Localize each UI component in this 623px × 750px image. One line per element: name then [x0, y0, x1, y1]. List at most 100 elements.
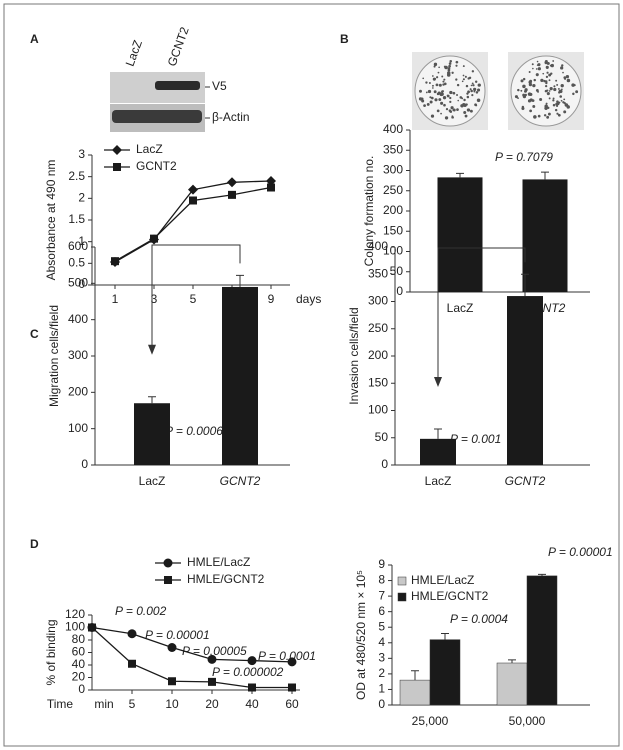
colony: [449, 59, 452, 63]
band-label: V5: [212, 79, 227, 93]
bar: [507, 296, 543, 465]
colony: [565, 74, 570, 79]
y-axis-label: Invasion cells/field: [347, 307, 361, 404]
colony: [549, 86, 553, 91]
colony: [452, 109, 455, 111]
y-tick-label: 300: [383, 163, 403, 177]
colony: [435, 83, 439, 87]
colony: [524, 93, 527, 97]
colony: [463, 98, 466, 102]
colony: [537, 63, 541, 67]
y-tick-label: 1.5: [68, 212, 85, 226]
point: [150, 234, 158, 243]
colony: [560, 66, 564, 70]
y-tick-label: 600: [68, 239, 88, 253]
colony: [440, 112, 442, 115]
band: [155, 81, 200, 90]
error-bar: [441, 632, 449, 640]
p-value: P = 0.002: [115, 604, 167, 618]
y-tick-label: 150: [383, 223, 403, 237]
colony: [552, 99, 555, 102]
point: [228, 190, 236, 199]
error-bar: [434, 428, 442, 439]
colony: [545, 80, 548, 83]
colony: [468, 76, 472, 80]
colony: [543, 114, 547, 117]
colony: [537, 114, 541, 118]
colony: [418, 97, 423, 101]
colony: [469, 88, 472, 91]
colony: [449, 96, 452, 100]
error-bar: [456, 172, 464, 178]
y-tick-label: 1: [378, 682, 385, 696]
colony: [448, 64, 451, 68]
colony: [430, 114, 435, 118]
colony: [461, 80, 464, 83]
colony: [429, 100, 433, 104]
y-tick-label: 2.5: [68, 169, 85, 183]
point: [207, 654, 217, 664]
colony: [532, 83, 536, 88]
colony: [535, 73, 539, 77]
colony: [433, 65, 436, 68]
colony: [470, 84, 473, 87]
arrow-head: [434, 377, 442, 388]
colony: [431, 75, 434, 77]
point: [287, 657, 297, 667]
colony: [546, 92, 550, 96]
colony: [430, 96, 434, 100]
y-tick-label: 150: [368, 375, 388, 389]
colony: [563, 76, 567, 79]
colony: [548, 73, 552, 77]
colony: [476, 98, 481, 103]
colony: [441, 90, 444, 93]
p-value: P = 0.0006: [165, 424, 223, 438]
colony: [470, 89, 473, 93]
colony: [426, 102, 430, 106]
colony: [537, 67, 541, 71]
y-tick-label: 2: [378, 666, 385, 680]
y-tick-label: 40: [72, 657, 86, 671]
colony: [461, 97, 464, 100]
colony: [556, 112, 559, 115]
y-axis-label: Absorbance at 490 nm: [44, 160, 58, 281]
point: [127, 629, 137, 639]
colony: [437, 71, 440, 74]
colony: [438, 98, 442, 101]
colony: [561, 64, 564, 67]
colony: [427, 89, 432, 94]
x-tick-label: 3: [151, 292, 158, 306]
colony: [475, 91, 479, 94]
colony: [545, 102, 548, 105]
legend-label: HMLE/GCNT2: [187, 572, 265, 586]
colony: [448, 62, 452, 65]
y-tick-label: 50: [390, 264, 404, 278]
point: [167, 643, 177, 652]
colony: [555, 102, 559, 106]
x-tick-label: GCNT2: [220, 474, 261, 488]
bar: [526, 575, 558, 706]
colony: [571, 83, 575, 87]
colony: [448, 109, 452, 112]
colony: [446, 94, 449, 97]
colony: [471, 70, 475, 73]
x-tick-label: 25,000: [412, 714, 449, 728]
colony: [455, 78, 458, 81]
y-axis-label: Colony formation no.: [362, 156, 376, 267]
point: [248, 683, 256, 692]
colony: [555, 79, 558, 82]
colony: [572, 92, 575, 95]
colony: [545, 81, 548, 85]
colony: [457, 99, 460, 102]
colony: [560, 99, 563, 102]
x-unit: min: [94, 697, 113, 711]
colony: [474, 88, 477, 91]
colony: [546, 61, 550, 65]
colony: [531, 99, 535, 103]
bar: [399, 679, 431, 706]
legend-swatch: [397, 592, 407, 602]
colony: [532, 104, 536, 108]
band: [112, 110, 202, 123]
colony: [452, 91, 456, 95]
